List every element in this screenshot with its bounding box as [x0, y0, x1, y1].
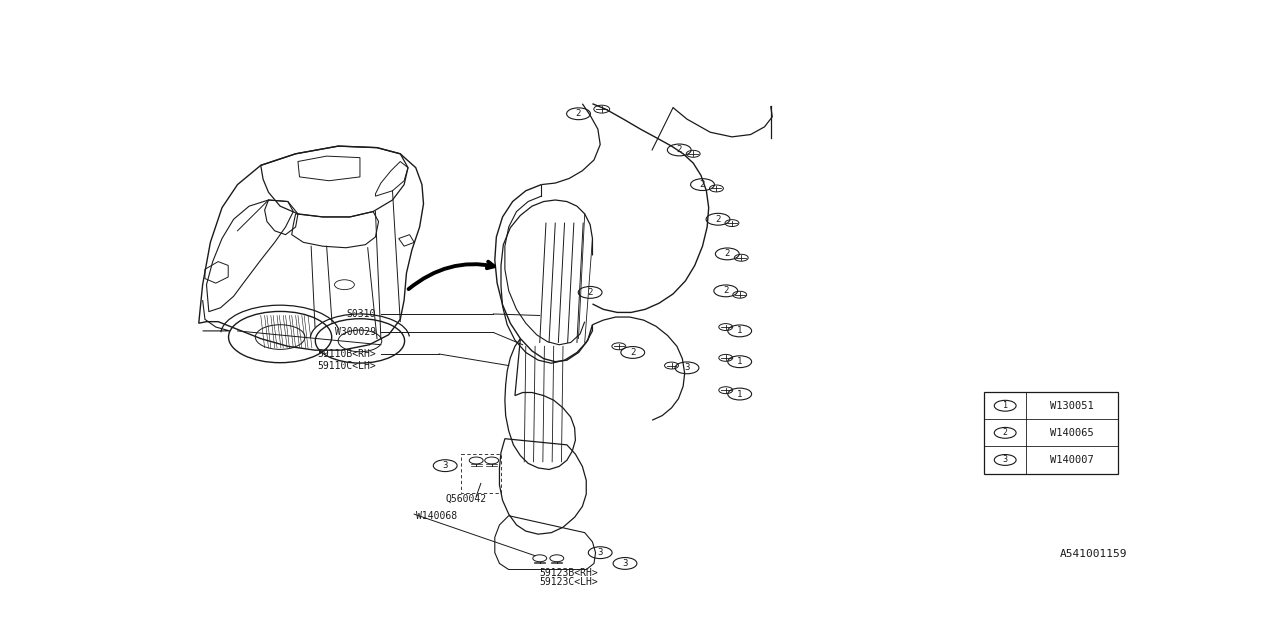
Text: 1: 1 [737, 390, 742, 399]
Text: 59123B<RH>: 59123B<RH> [540, 568, 599, 578]
Text: 2: 2 [723, 286, 728, 295]
Text: 59110C<LH>: 59110C<LH> [317, 362, 376, 371]
Text: Q560042: Q560042 [445, 494, 486, 504]
Text: 3: 3 [685, 364, 690, 372]
Text: W140065: W140065 [1051, 428, 1094, 438]
Text: 1: 1 [737, 357, 742, 366]
Text: A541001159: A541001159 [1060, 548, 1128, 559]
Text: 2: 2 [700, 180, 705, 189]
Text: 2: 2 [677, 145, 682, 154]
Text: 2: 2 [630, 348, 635, 357]
Text: W140068: W140068 [416, 511, 457, 521]
Text: 3: 3 [443, 461, 448, 470]
Text: 59110B<RH>: 59110B<RH> [317, 349, 376, 359]
Text: 2: 2 [724, 250, 730, 259]
Text: 3: 3 [598, 548, 603, 557]
Text: 1: 1 [737, 326, 742, 335]
Text: 3: 3 [622, 559, 627, 568]
Text: 2: 2 [716, 215, 721, 224]
Text: W140007: W140007 [1051, 455, 1094, 465]
Text: 2: 2 [588, 288, 593, 297]
Text: 3: 3 [1002, 456, 1007, 465]
Text: 2: 2 [576, 109, 581, 118]
Bar [984, 392, 1119, 474]
Text: 59123C<LH>: 59123C<LH> [540, 577, 599, 588]
Text: W300029: W300029 [335, 328, 376, 337]
Text: W130051: W130051 [1051, 401, 1094, 411]
Text: 2: 2 [1002, 428, 1007, 437]
Text: S0310: S0310 [347, 309, 376, 319]
Text: 1: 1 [1002, 401, 1007, 410]
